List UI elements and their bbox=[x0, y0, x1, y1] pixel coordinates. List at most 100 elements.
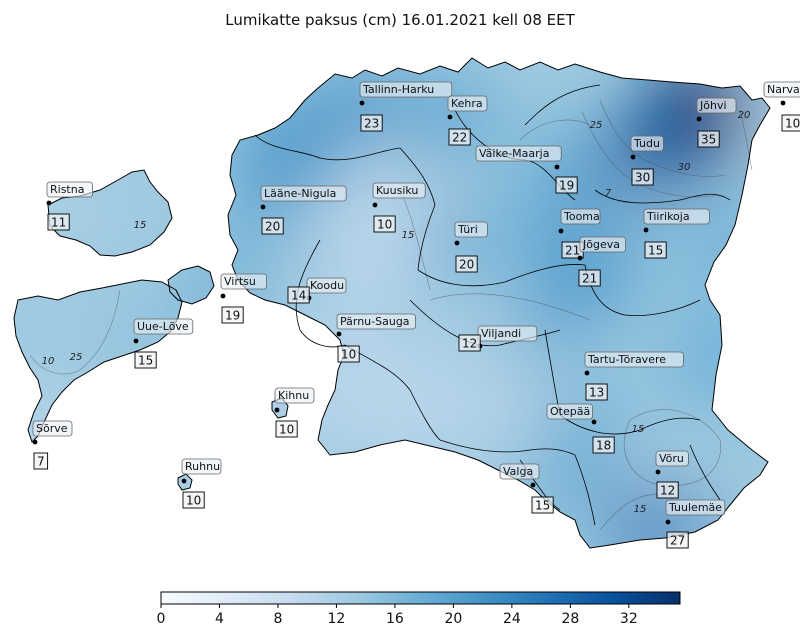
station-name-box bbox=[630, 135, 664, 152]
station-value: 10 bbox=[785, 117, 800, 131]
station-marker bbox=[655, 469, 661, 475]
county-border bbox=[409, 299, 561, 347]
station-value: 7 bbox=[37, 455, 45, 469]
station-uue-l-ve: Uue-Lõve 15 bbox=[133, 318, 194, 369]
station-value-box bbox=[666, 531, 689, 549]
station-value: 10 bbox=[279, 423, 294, 437]
station-marker bbox=[133, 338, 139, 344]
county-border bbox=[344, 344, 441, 441]
station-value-box bbox=[644, 241, 667, 259]
station-name: Ristna bbox=[50, 183, 84, 196]
station-value-box bbox=[578, 269, 601, 287]
station-value: 10 bbox=[377, 218, 392, 232]
station-name: Väike-Maarja bbox=[479, 147, 549, 160]
station-name: Valga bbox=[503, 465, 533, 478]
station-value: 27 bbox=[670, 534, 685, 548]
station-name-box bbox=[477, 325, 538, 342]
station-name: Tartu-Tõravere bbox=[587, 353, 666, 366]
station-value-box bbox=[455, 255, 478, 273]
mainland-outline bbox=[227, 57, 771, 549]
station-name: Kehra bbox=[451, 97, 483, 110]
stations: Tallinn-Harku 23 Kehra 22 Väike-Maarja 19 Tudu… bbox=[32, 81, 800, 549]
contour-label: 15 bbox=[402, 230, 415, 241]
station-marker bbox=[696, 116, 702, 122]
station-value-box bbox=[585, 383, 608, 401]
station-name-box bbox=[372, 182, 426, 199]
contour-line bbox=[739, 109, 753, 171]
station-kehra: Kehra 22 bbox=[447, 95, 488, 146]
station-marker bbox=[584, 370, 590, 376]
coastlines bbox=[13, 57, 771, 549]
station-value: 12 bbox=[660, 484, 675, 498]
station-name: Uue-Lõve bbox=[137, 320, 189, 333]
station-name-box bbox=[454, 221, 488, 238]
station-value: 21 bbox=[565, 244, 580, 258]
station-tooma: Tooma 21 bbox=[558, 208, 601, 259]
colorbar-tick-label: 8 bbox=[273, 611, 282, 627]
station-name-box bbox=[359, 81, 453, 98]
station-name: Türi bbox=[457, 223, 478, 236]
station-name: Tuulemäe bbox=[668, 501, 722, 514]
station-name-box bbox=[46, 181, 93, 198]
station-value: 21 bbox=[582, 272, 597, 286]
county-border bbox=[594, 189, 731, 204]
station-value: 19 bbox=[559, 179, 574, 193]
station-value-box bbox=[458, 334, 481, 352]
station-marker bbox=[643, 227, 649, 233]
station-value: 20 bbox=[459, 258, 474, 272]
hiiumaa-outline bbox=[47, 169, 173, 257]
station-value-box bbox=[182, 491, 205, 509]
station-value: 12 bbox=[462, 337, 477, 351]
station-name: Pärnu-Sauga bbox=[340, 315, 410, 328]
station-value-box bbox=[697, 130, 720, 148]
station-marker bbox=[181, 478, 187, 484]
station-name: Jõgeva bbox=[582, 238, 620, 251]
station-name-box bbox=[274, 387, 315, 404]
contour-label: 15 bbox=[634, 504, 647, 515]
contour-label: 15 bbox=[134, 220, 147, 231]
station-v-ike-maarja: Väike-Maarja 19 bbox=[475, 145, 578, 194]
colorbar-tick-label: 4 bbox=[215, 611, 224, 627]
station-marker bbox=[359, 100, 365, 106]
station-name: Virtsu bbox=[224, 275, 256, 288]
station-name: Lääne-Nigula bbox=[264, 187, 336, 200]
station-name-box bbox=[655, 450, 689, 467]
saaremaa-outline bbox=[13, 279, 183, 443]
map-title: Lumikatte paksus (cm) 16.01.2021 kell 08… bbox=[225, 11, 575, 29]
county-border bbox=[439, 439, 576, 456]
station-value-box bbox=[360, 114, 383, 132]
station-name-box bbox=[560, 208, 601, 225]
station-marker bbox=[780, 100, 786, 106]
station-name-box bbox=[763, 81, 800, 98]
station-value-box bbox=[448, 128, 471, 146]
station-marker bbox=[554, 164, 560, 170]
station-name-box bbox=[579, 236, 626, 253]
station-marker bbox=[665, 519, 671, 525]
station-marker bbox=[372, 202, 378, 208]
field-blob bbox=[670, 310, 770, 410]
station-name-box bbox=[220, 273, 267, 290]
station-value: 15 bbox=[648, 244, 663, 258]
station-name: Võru bbox=[659, 452, 684, 465]
station-marker bbox=[336, 331, 342, 337]
county-border bbox=[689, 444, 721, 501]
contour-label: 7 bbox=[605, 188, 612, 199]
station-virtsu: Virtsu 19 bbox=[220, 273, 267, 324]
station-kihnu: Kihnu 10 bbox=[274, 387, 315, 438]
station-name-box bbox=[643, 208, 710, 225]
station-marker bbox=[591, 419, 597, 425]
station-valga: Valga 15 bbox=[499, 463, 554, 514]
station-tallinn-harku: Tallinn-Harku 23 bbox=[359, 81, 453, 132]
colorbar-tick-label: 32 bbox=[620, 611, 638, 627]
colorbar-tick-label: 12 bbox=[328, 611, 346, 627]
station-marker bbox=[260, 204, 266, 210]
county-border bbox=[544, 329, 701, 435]
station-value-box bbox=[656, 481, 679, 499]
contour-label: 20 bbox=[738, 110, 751, 121]
station-j-hvi: Jõhvi 35 bbox=[696, 97, 737, 148]
station-tudu: Tudu 30 bbox=[630, 135, 664, 186]
station-name-box bbox=[260, 185, 347, 202]
station-value-box bbox=[555, 176, 578, 194]
station-value-box bbox=[33, 452, 49, 470]
station-name: Kihnu bbox=[278, 389, 309, 402]
